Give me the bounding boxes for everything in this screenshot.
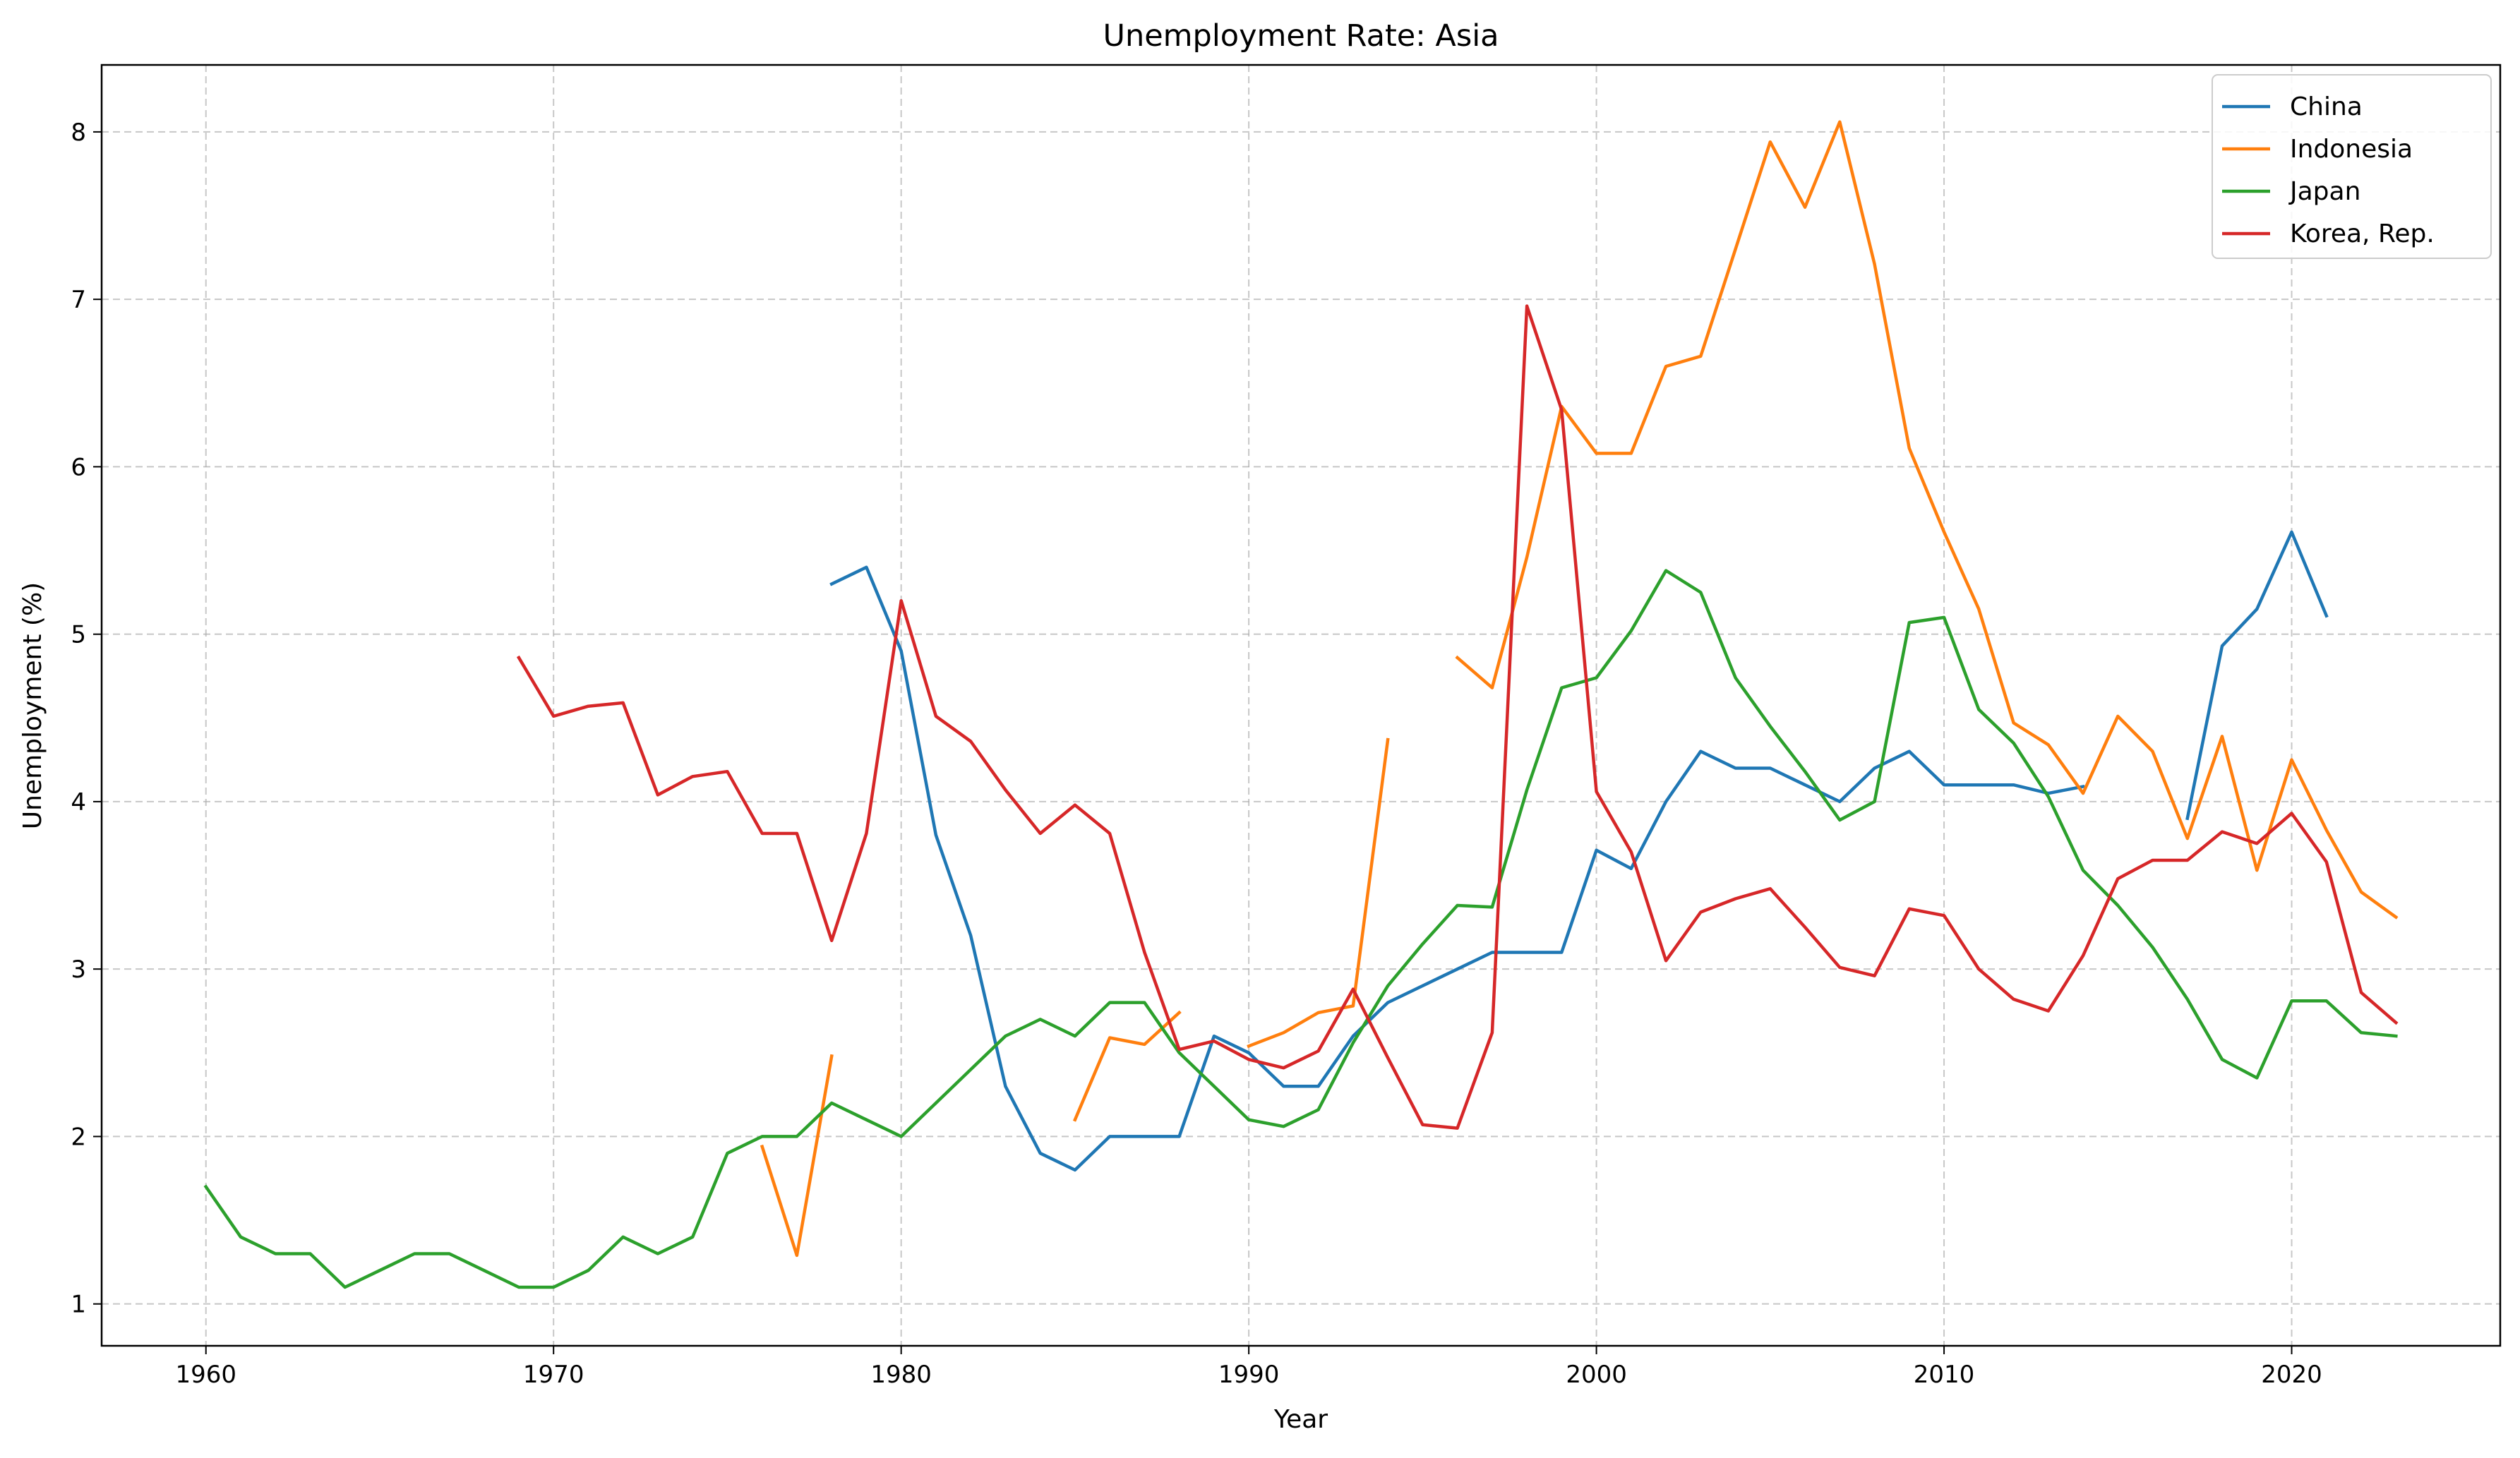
x-tick-label: 1960 xyxy=(175,1361,236,1389)
y-tick-label: 6 xyxy=(71,453,86,481)
series-line-indonesia xyxy=(760,120,2399,1258)
y-tick-label: 7 xyxy=(71,286,86,314)
y-tick-label: 3 xyxy=(71,956,86,984)
series-line-japan xyxy=(203,569,2398,1289)
x-tick-label: 2010 xyxy=(1914,1361,1975,1389)
x-axis-ticks: 1960 1970 1980 1990 2000 2010 2020 xyxy=(175,1346,2322,1389)
x-tick-label: 2020 xyxy=(2261,1361,2322,1389)
x-tick-label: 1990 xyxy=(1218,1361,1280,1389)
legend-label: Indonesia xyxy=(2290,135,2413,164)
series-lines xyxy=(203,120,2399,1289)
grid-lines xyxy=(102,65,2500,1346)
x-tick-label: 2000 xyxy=(1566,1361,1627,1389)
y-tick-label: 1 xyxy=(71,1291,86,1319)
plot-area-frame xyxy=(100,64,2502,1347)
legend: China Indonesia Japan Korea, Rep. xyxy=(2212,74,2492,259)
chart-title: Unemployment Rate: Asia xyxy=(1103,18,1499,54)
y-tick-label: 5 xyxy=(71,621,86,649)
legend-box xyxy=(2212,74,2492,259)
y-tick-label: 2 xyxy=(71,1123,86,1151)
legend-label: China xyxy=(2290,92,2363,121)
legend-label: Korea, Rep. xyxy=(2290,219,2435,248)
y-tick-label: 4 xyxy=(71,788,86,817)
y-axis-ticks: 1 2 3 4 5 6 7 8 xyxy=(71,119,102,1319)
x-tick-label: 1980 xyxy=(870,1361,932,1389)
y-tick-label: 8 xyxy=(71,119,86,147)
x-axis-label: Year xyxy=(1273,1405,1328,1434)
x-tick-label: 1970 xyxy=(523,1361,584,1389)
y-axis-label: Unemployment (%) xyxy=(18,582,47,829)
legend-label: Japan xyxy=(2288,177,2360,206)
series-line-china xyxy=(829,530,2329,1172)
series-line-korea-rep xyxy=(516,304,2399,1130)
